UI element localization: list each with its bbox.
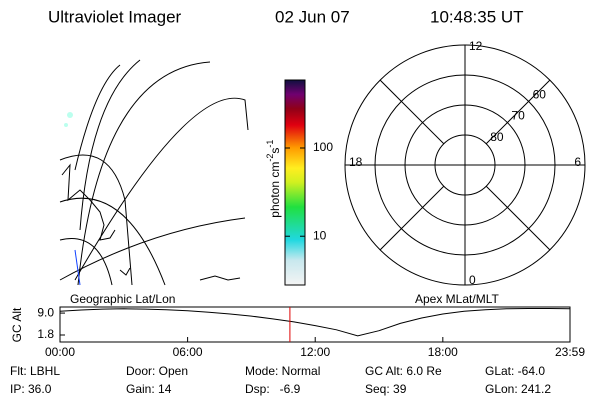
polar-ring-label: 70 (511, 109, 525, 123)
polar-label: Apex MLat/MLT (415, 292, 499, 306)
x-tick-label: 18:00 (428, 345, 458, 359)
colorbar-label-part: s (268, 148, 282, 154)
x-tick-label: 06:00 (173, 345, 203, 359)
polar-diagonal (379, 185, 445, 251)
colorbar-label-part: -1 (265, 140, 275, 148)
info-field: IP: 36.0 (10, 382, 52, 396)
info-field: Seq: 39 (365, 382, 407, 396)
info-field: Gain: 14 (126, 382, 172, 396)
info-field: Dsp: -6.9 (245, 382, 301, 396)
altitude-frame (59, 306, 571, 343)
polar-diagonal (379, 79, 445, 145)
polar-mlt-label: 12 (469, 39, 483, 53)
polar-mlt-label: 6 (574, 155, 581, 169)
x-tick-label: 00:00 (45, 345, 75, 359)
title: Ultraviolet Imager (48, 7, 182, 26)
polar-mlt-label: 18 (349, 155, 363, 169)
colorbar-tick-label: 10 (313, 228, 327, 242)
colorbar-label-part: -2 (265, 154, 275, 162)
altitude-ylabel: GC Alt (10, 307, 24, 342)
colorbar (284, 79, 306, 286)
map-label: Geographic Lat/Lon (70, 292, 175, 306)
info-field: GLat: -64.0 (485, 364, 545, 378)
polar-ring (374, 74, 556, 256)
colorbar-label-part: photon cm (268, 162, 282, 218)
polar-ring-label: 60 (533, 88, 547, 102)
info-field: GLon: 241.2 (485, 382, 551, 396)
map (59, 59, 249, 286)
polar-ring (434, 134, 496, 196)
polar-diagonal (485, 185, 551, 251)
time: 10:48:35 UT (430, 7, 524, 26)
x-tick-label: 12:00 (300, 345, 330, 359)
colorbar-label: photon cm-2s-1 (263, 130, 282, 235)
polar-mlt-label: 0 (469, 273, 476, 287)
date: 02 Jun 07 (275, 7, 350, 26)
colorbar-tick-label: 100 (313, 140, 333, 154)
polar-ring-label: 80 (490, 130, 504, 144)
info-field: Door: Open (126, 364, 188, 378)
altitude-line (59, 308, 571, 337)
info-field: GC Alt: 6.0 Re (365, 364, 442, 378)
x-tick-label: 23:59 (555, 345, 585, 359)
y-tick-label: 1.8 (37, 327, 54, 341)
polar-diagonal (485, 79, 551, 145)
info-field: Flt: LBHL (10, 364, 60, 378)
y-tick-label: 9.0 (37, 305, 54, 319)
info-field: Mode: Normal (245, 364, 320, 378)
polar-ring (404, 104, 526, 226)
